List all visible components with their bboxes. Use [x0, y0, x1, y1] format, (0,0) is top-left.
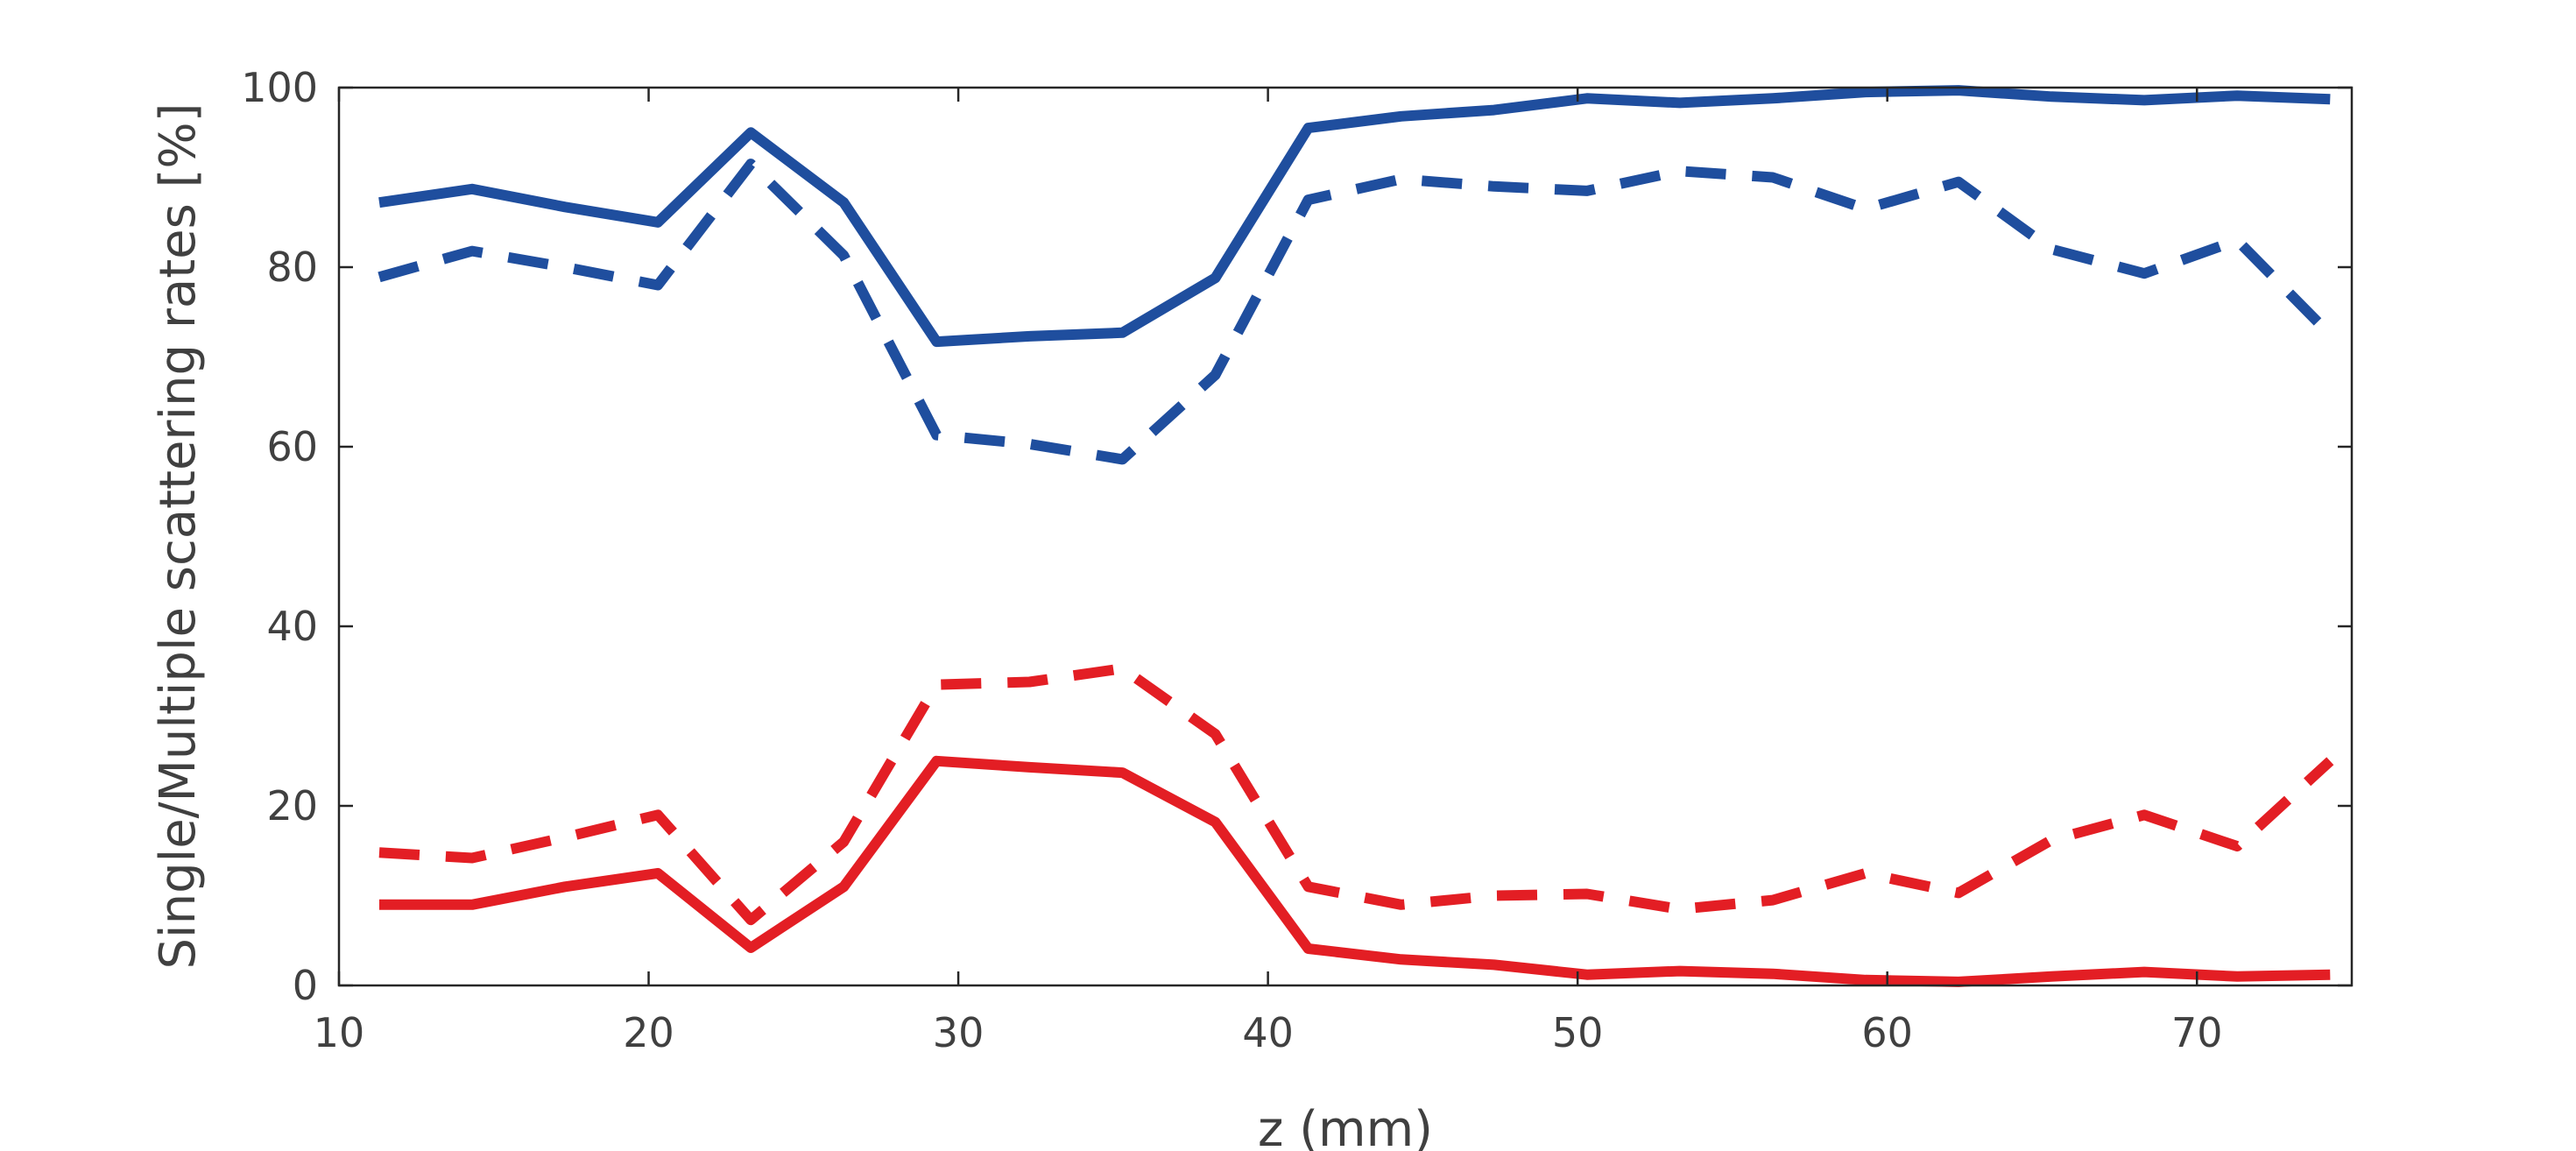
y-tick-label: 100 [241, 64, 318, 111]
ticks-layer [337, 86, 2352, 987]
y-axis-tick-labels: 0 20 40 60 80 100 [241, 64, 318, 1009]
plot-area [337, 85, 2354, 987]
plot-frame [337, 86, 2354, 987]
y-tick-label: 80 [266, 244, 318, 291]
x-tick-label: 60 [1861, 1009, 1913, 1056]
series-layer [378, 85, 2334, 987]
series-line-blue-dashed [378, 159, 2334, 465]
y-tick-label: 20 [266, 782, 318, 830]
y-tick-label: 60 [266, 423, 318, 470]
x-tick-label: 10 [314, 1009, 365, 1056]
x-axis-tick-labels: 10 20 30 40 50 60 70 [314, 1009, 2223, 1056]
x-tick-label: 20 [623, 1009, 674, 1056]
y-tick-label: 40 [266, 603, 318, 650]
x-tick-label: 30 [933, 1009, 985, 1056]
series-line-red-dashed [378, 663, 2334, 926]
x-axis-title: z (mm) [1258, 1101, 1433, 1151]
y-axis-title: Single/Multiple scattering rates [%] [150, 103, 207, 970]
y-tick-label: 0 [293, 962, 318, 1009]
x-tick-label: 50 [1552, 1009, 1604, 1056]
series-line-red-solid [379, 755, 2331, 987]
x-tick-label: 40 [1242, 1009, 1294, 1056]
series-line-blue-solid [378, 85, 2331, 348]
x-tick-label: 70 [2171, 1009, 2223, 1056]
